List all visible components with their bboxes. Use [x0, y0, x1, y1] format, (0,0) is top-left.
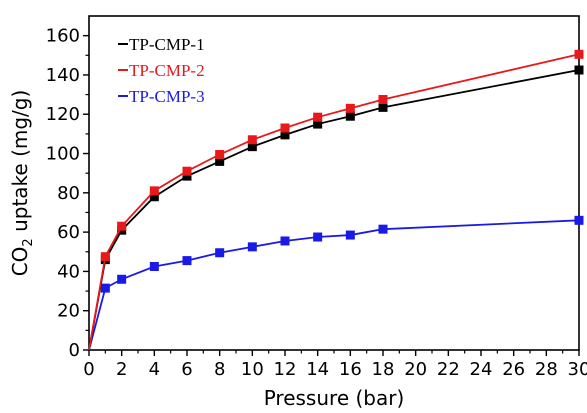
data-point-tp-cmp-1 — [280, 130, 290, 140]
data-point-tp-cmp-2 — [215, 150, 225, 160]
data-point-tp-cmp-1 — [182, 171, 192, 181]
x-tick-label: 12 — [274, 359, 297, 380]
y-tick-label: 60 — [57, 222, 80, 243]
x-tick-label: 14 — [306, 359, 329, 380]
data-point-tp-cmp-2 — [117, 221, 127, 231]
x-tick-label: 6 — [181, 359, 192, 380]
x-tick-label: 2 — [116, 359, 127, 380]
y-tick-label: 80 — [57, 183, 80, 204]
y-tick-label: 160 — [46, 26, 80, 47]
x-tick-label: 18 — [372, 359, 395, 380]
data-point-tp-cmp-3 — [247, 242, 257, 252]
data-point-tp-cmp-2 — [313, 112, 323, 122]
x-tick-label: 28 — [535, 359, 558, 380]
series-layer — [88, 49, 584, 351]
y-tick-label: 40 — [57, 261, 80, 282]
data-point-tp-cmp-1 — [215, 156, 225, 166]
data-point-tp-cmp-3 — [345, 230, 355, 240]
x-tick-label: 16 — [339, 359, 362, 380]
data-point-tp-cmp-2 — [100, 252, 110, 262]
data-point-tp-cmp-2 — [247, 135, 257, 145]
data-point-tp-cmp-3 — [313, 232, 323, 242]
data-point-tp-cmp-3 — [280, 236, 290, 246]
series-line-tp-cmp-2 — [88, 53, 580, 351]
y-tick-label: 140 — [46, 65, 80, 86]
y-axis-title-subscript: 2 — [21, 238, 36, 246]
data-point-tp-cmp-1 — [247, 142, 257, 152]
data-point-tp-cmp-2 — [149, 186, 159, 196]
data-point-tp-cmp-3 — [574, 215, 584, 225]
data-point-tp-cmp-2 — [280, 123, 290, 133]
y-tick-label: 100 — [46, 144, 80, 165]
legend-label-tp-cmp-1: TP-CMP-1 — [129, 35, 205, 54]
y-axis-title-rest: uptake (mg/g) — [8, 90, 32, 239]
data-point-tp-cmp-2 — [345, 103, 355, 113]
data-point-tp-cmp-1 — [313, 119, 323, 129]
axes-layer: 0 2 4 6 8 10 12 14 16 18 20 22 24 26 28 300204060801001… — [46, 15, 587, 380]
data-point-tp-cmp-1 — [345, 111, 355, 121]
x-tick-label: 26 — [502, 359, 525, 380]
data-point-tp-cmp-3 — [149, 262, 159, 271]
series-line-tp-cmp-1 — [88, 69, 580, 351]
y-tick-label: 120 — [46, 104, 80, 125]
x-tick-label: 8 — [214, 359, 225, 380]
data-point-tp-cmp-3 — [215, 248, 225, 258]
x-tick-label: 30 — [568, 359, 587, 380]
series-line-tp-cmp-3 — [88, 219, 580, 351]
data-point-tp-cmp-1 — [574, 65, 584, 75]
y-tick-label: 20 — [57, 301, 80, 322]
y-axis-title-main: CO — [8, 247, 32, 277]
data-point-tp-cmp-2 — [182, 166, 192, 176]
data-point-tp-cmp-3 — [100, 283, 110, 293]
x-tick-label: 20 — [404, 359, 427, 380]
data-point-tp-cmp-2 — [378, 95, 388, 104]
y-tick-label: 0 — [69, 340, 80, 361]
labels-layer: Pressure (bar) CO2 uptake (mg/g) — [8, 90, 404, 410]
data-point-tp-cmp-3 — [378, 224, 388, 234]
y-axis-title: CO2 uptake (mg/g) — [8, 90, 36, 277]
data-point-tp-cmp-2 — [574, 49, 584, 59]
x-axis-title: Pressure (bar) — [264, 386, 405, 410]
data-point-tp-cmp-1 — [149, 192, 159, 202]
data-point-tp-cmp-1 — [378, 102, 388, 112]
data-point-tp-cmp-3 — [117, 274, 127, 284]
x-tick-label: 10 — [241, 359, 264, 380]
legend: TP-CMP-1 TP-CMP-2 TP-CMP-3 — [118, 35, 205, 106]
x-tick-label: 0 — [83, 359, 94, 380]
x-tick-label: 24 — [470, 359, 493, 380]
legend-label-tp-cmp-2: TP-CMP-2 — [129, 61, 205, 80]
x-tick-label: 22 — [437, 359, 460, 380]
legend-label-tp-cmp-3: TP-CMP-3 — [129, 87, 205, 106]
data-point-tp-cmp-3 — [182, 256, 192, 266]
x-tick-label: 4 — [149, 359, 160, 380]
